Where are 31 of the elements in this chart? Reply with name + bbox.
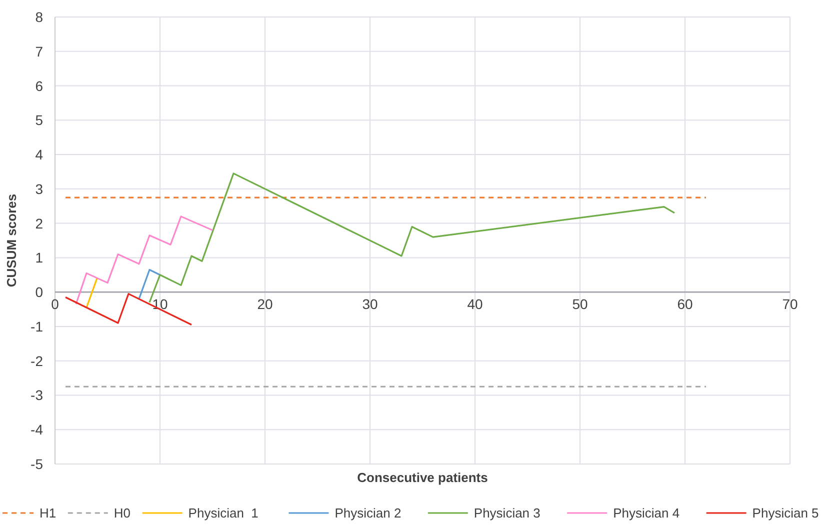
y-tick-label: -2 xyxy=(30,352,44,369)
x-axis-title: Consecutive patients xyxy=(357,470,488,485)
x-tick-label: 0 xyxy=(51,296,60,312)
legend-label: H1 xyxy=(40,506,56,520)
y-tick-label: -1 xyxy=(30,318,44,334)
line-series xyxy=(64,292,192,326)
y-axis-title: CUSUM scores xyxy=(4,194,19,288)
y-tick-label: 4 xyxy=(35,146,44,163)
x-tick-label: 30 xyxy=(362,296,378,312)
legend-label: Physician 5 xyxy=(752,506,819,520)
y-tick-label: -5 xyxy=(30,456,44,472)
y-tick-label: 5 xyxy=(35,112,44,128)
legend-label: Physician 4 xyxy=(613,506,680,520)
y-tick-label: 0 xyxy=(35,284,44,300)
y-tick-label: 3 xyxy=(35,180,44,197)
legend-label: Physician 2 xyxy=(334,506,402,520)
y-tick-label: -3 xyxy=(30,387,44,404)
x-tick-label: 50 xyxy=(572,296,588,312)
legend-label: H0 xyxy=(114,506,131,520)
x-tick-label: 70 xyxy=(782,296,798,312)
y-tick-label: 6 xyxy=(35,78,44,94)
x-tick-label: 60 xyxy=(677,296,693,312)
x-tick-label: 20 xyxy=(257,296,273,312)
y-tick-label: -4 xyxy=(30,422,44,438)
y-tick-label: 7 xyxy=(35,43,44,60)
y-tick-label: 1 xyxy=(35,250,44,266)
legend-label: Physician 1 xyxy=(188,506,258,520)
x-tick-label: 40 xyxy=(467,296,483,312)
y-tick-label: 8 xyxy=(35,9,44,25)
y-tick-label: 2 xyxy=(35,215,44,232)
legend-label: Physician 3 xyxy=(474,506,540,520)
